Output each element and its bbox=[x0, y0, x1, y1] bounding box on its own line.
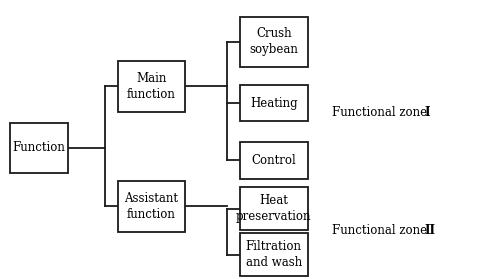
Text: II: II bbox=[424, 224, 436, 237]
FancyBboxPatch shape bbox=[240, 17, 308, 67]
Text: I: I bbox=[424, 107, 430, 119]
FancyBboxPatch shape bbox=[240, 85, 308, 121]
FancyBboxPatch shape bbox=[240, 187, 308, 230]
Text: Filtration
and wash: Filtration and wash bbox=[246, 240, 302, 269]
FancyBboxPatch shape bbox=[118, 61, 185, 112]
Text: Control: Control bbox=[252, 154, 296, 167]
Text: Crush
soybean: Crush soybean bbox=[250, 27, 298, 56]
Text: Heating: Heating bbox=[250, 97, 298, 110]
Text: Assistant
function: Assistant function bbox=[124, 192, 178, 221]
Text: Function: Function bbox=[12, 141, 65, 154]
FancyBboxPatch shape bbox=[118, 181, 185, 232]
FancyBboxPatch shape bbox=[240, 233, 308, 276]
Text: Heat
preservation: Heat preservation bbox=[236, 194, 312, 223]
FancyBboxPatch shape bbox=[10, 123, 68, 173]
Text: Main
function: Main function bbox=[127, 72, 176, 101]
Text: Functional zone: Functional zone bbox=[332, 224, 432, 237]
FancyBboxPatch shape bbox=[240, 142, 308, 179]
Text: Functional zone: Functional zone bbox=[332, 107, 432, 119]
